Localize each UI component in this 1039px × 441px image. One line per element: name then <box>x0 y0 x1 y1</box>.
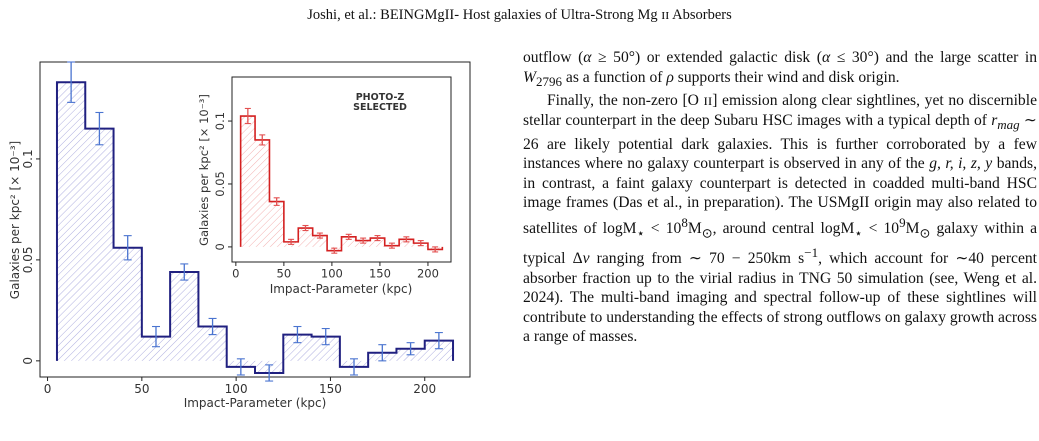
inset-plot-frame <box>231 76 452 263</box>
paragraph-1: outflow (α ≥ 50°) or extended galactic d… <box>523 49 1038 89</box>
inset-axes: 0 50 100 150 200 0 0.05 0.1 <box>213 112 439 281</box>
inset-x-tick-label: 0 <box>232 267 239 281</box>
inset-x-tick-label: 200 <box>417 267 439 281</box>
main-y-tick-label: 0 <box>21 357 35 365</box>
inset-hatch-fill <box>240 116 443 251</box>
inset-histogram <box>239 107 444 254</box>
inset-x-tick-label: 100 <box>321 267 343 281</box>
inset-x-tick-label: 150 <box>369 267 391 281</box>
running-header: Joshi, et al.: BEINGMgII- Host galaxies … <box>307 7 732 23</box>
inset-y-tick-label: 0.1 <box>213 112 227 130</box>
main-y-axis-label: Galaxies per kpc² [× 10⁻³] <box>8 141 22 299</box>
inset-label-line2: SELECTED <box>353 102 407 113</box>
main-step-outline <box>55 81 455 374</box>
main-x-tick-label: 50 <box>134 382 149 396</box>
paragraph-2: Finally, the non-zero [O ɪɪ] emission al… <box>523 92 1038 346</box>
main-plot-frame <box>39 61 471 378</box>
main-hatch-fill <box>56 82 454 373</box>
main-y-tick-label: 0.1 <box>21 149 35 168</box>
main-x-tick-label: 100 <box>225 382 248 396</box>
inset-x-axis-label: Impact-Parameter (kpc) <box>270 282 413 296</box>
main-x-tick-label: 200 <box>413 382 436 396</box>
inset-x-tick-label: 50 <box>277 267 292 281</box>
figure: 0 50 100 150 200 0 0.05 0.1 Impact-Parameter (k… <box>8 61 471 410</box>
inset-y-tick-label: 0.05 <box>213 171 227 197</box>
body-text-column: outflow (α ≥ 50°) or extended galactic d… <box>523 48 1037 347</box>
inset-step-outline <box>239 115 444 252</box>
main-histogram <box>55 61 455 382</box>
main-x-axis-label: Impact-Parameter (kpc) <box>184 396 327 410</box>
main-x-tick-label: 150 <box>319 382 342 396</box>
main-y-tick-label: 0.05 <box>21 247 35 274</box>
inset-y-tick-label: 0 <box>213 243 227 250</box>
main-axes: 0 50 100 150 200 0 0.05 0.1 <box>21 149 436 396</box>
main-x-tick-label: 0 <box>44 382 52 396</box>
inset-label-line1: PHOTO-Z <box>356 92 405 103</box>
inset-y-axis-label: Galaxies per kpc² [× 10⁻³] <box>197 94 211 246</box>
